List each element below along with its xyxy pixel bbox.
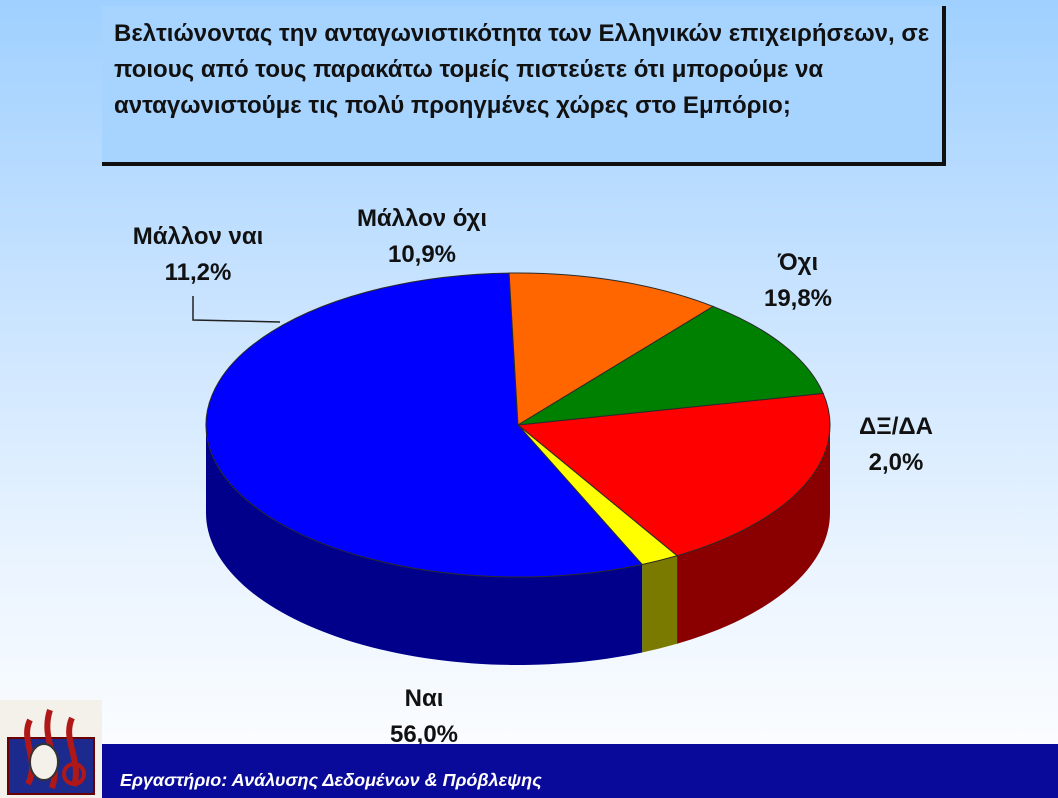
pie-slice — [516, 392, 831, 557]
slice-name-label: Μάλλον όχι — [357, 205, 487, 232]
pie-side-Ναι — [206, 425, 643, 665]
leader-line — [192, 296, 281, 323]
pie-slice — [205, 272, 644, 578]
pie-side-ΔΞ/ΔΑ — [642, 555, 678, 653]
slice-value-label: 10,9% — [388, 241, 456, 268]
slice-value-label: 19,8% — [764, 285, 832, 312]
pie-slice — [517, 305, 824, 426]
pie-slices — [205, 272, 831, 578]
slice-value-label: 11,2% — [165, 259, 232, 286]
footer-bar: Εργαστήριο: Ανάλυσης Δεδομένων & Πρόβλεψ… — [102, 744, 1058, 798]
slice-value-label: 56,0% — [390, 721, 458, 748]
university-emblem-icon — [0, 700, 102, 798]
pie-side-Όχι — [677, 425, 830, 644]
slice-name-label: Όχι — [777, 249, 818, 276]
slice-name-label: Μάλλον ναι — [133, 223, 264, 250]
slice-value-label: 2,0% — [869, 449, 924, 476]
pie-side-walls — [206, 425, 830, 665]
pie-slice — [508, 272, 715, 426]
question-title: Βελτιώνοντας την ανταγωνιστικότητα των Ε… — [114, 20, 930, 119]
slice-name-label: ΔΞ/ΔΑ — [859, 413, 933, 440]
slice-name-label: Ναι — [405, 685, 444, 712]
footer-text: Εργαστήριο: Ανάλυσης Δεδομένων & Πρόβλεψ… — [120, 770, 542, 790]
question-box: Βελτιώνοντας την ανταγωνιστικότητα των Ε… — [102, 6, 946, 166]
pie-data-labels: Όχι 19,8% ΔΞ/ΔΑ 2,0% Ναι 56,0% Μάλλον ναι 11,2%… — [133, 205, 933, 748]
